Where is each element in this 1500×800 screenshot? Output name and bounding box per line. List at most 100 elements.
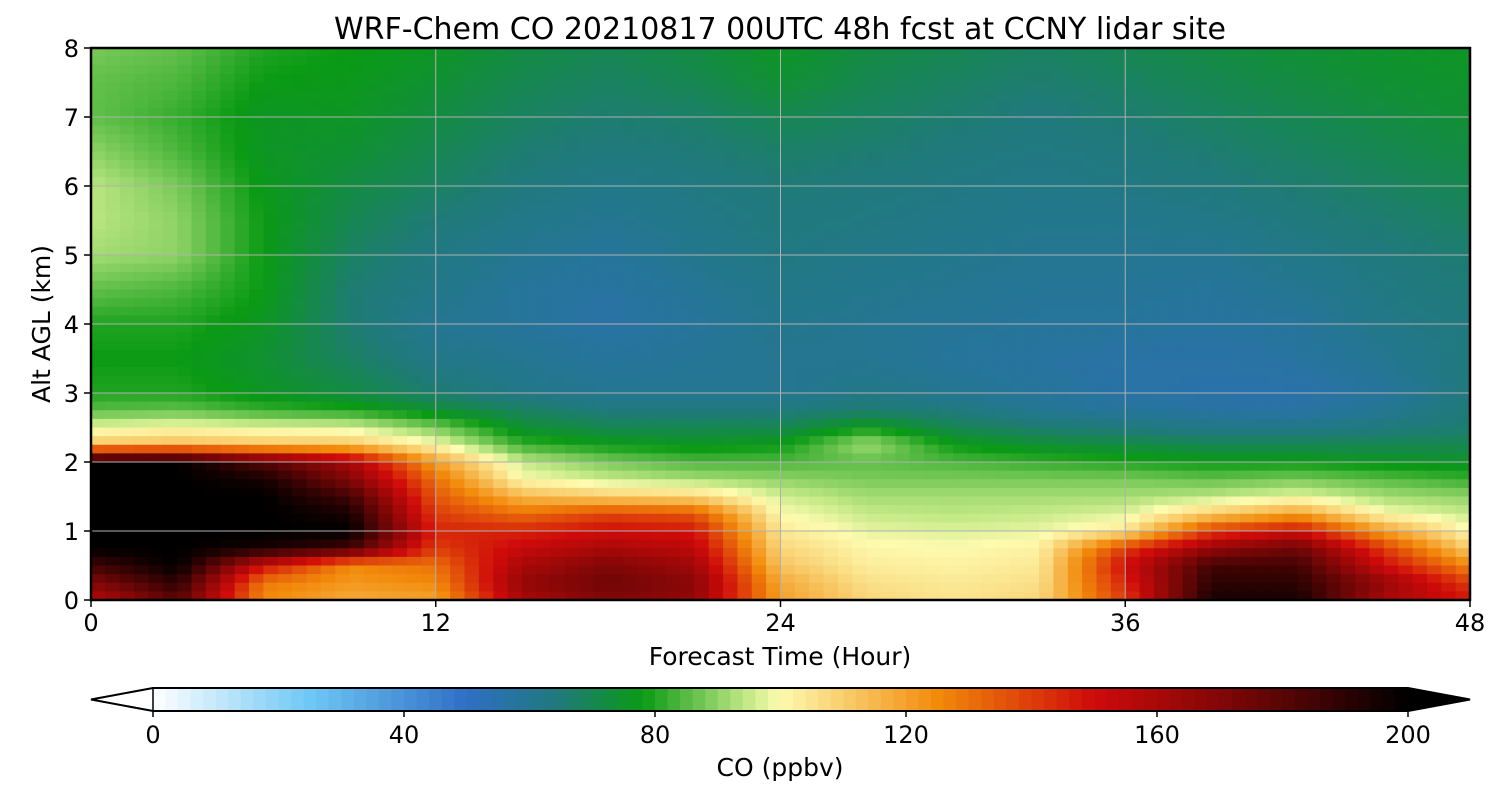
heatmap-cell [1168,436,1184,446]
heatmap-cell [881,203,897,213]
heatmap-cell [1455,280,1470,291]
heatmap-cell [995,117,1011,127]
heatmap-cell [780,367,796,377]
heatmap-cell [852,142,868,153]
heatmap-cell [1197,487,1213,498]
heatmap-cell [809,470,825,480]
heatmap-cell [392,272,408,282]
heatmap-cell [105,91,121,101]
heatmap-cell [1369,82,1385,92]
heatmap-cell [162,401,178,411]
heatmap-cell [895,298,911,308]
heatmap-cell [249,453,264,463]
heatmap-cell [1254,487,1270,498]
heatmap-cell [119,142,135,153]
heatmap-cell [780,91,796,101]
heatmap-cell [967,91,983,101]
heatmap-cell [679,306,695,316]
heatmap-cell [1010,427,1026,437]
heatmap-cell [521,151,537,161]
heatmap-cell [292,186,308,196]
heatmap-cell [1082,444,1098,454]
heatmap-cell [723,211,738,222]
heatmap-cell [134,220,150,230]
heatmap-cell [622,151,638,161]
heatmap-cell [1096,194,1112,204]
heatmap-cell [349,401,365,411]
heatmap-cell [249,289,264,299]
heatmap-cell [1355,315,1371,325]
heatmap-cell [967,487,983,498]
heatmap-cell [1010,255,1026,265]
heatmap-cell [1383,220,1399,230]
heatmap-cell [234,229,250,239]
heatmap-cell [521,142,537,153]
heatmap-cell [780,332,796,342]
heatmap-cell [205,444,221,454]
heatmap-cell [1082,367,1098,377]
heatmap-cell [636,306,652,316]
heatmap-cell [1426,324,1442,334]
heatmap-cell [1455,125,1470,135]
heatmap-cell [1211,99,1227,109]
heatmap-cell [1197,427,1213,437]
heatmap-cell [938,125,954,135]
heatmap-cell [737,246,753,256]
heatmap-cell [220,263,236,273]
heatmap-cell [852,367,868,377]
heatmap-cell [1010,436,1026,446]
heatmap-cell [435,384,451,394]
heatmap-cell [1240,280,1256,291]
heatmap-cell [622,82,638,92]
heatmap-cell [1383,255,1399,265]
heatmap-cell [134,142,150,153]
heatmap-cell [1326,168,1342,178]
heatmap-cell [1125,367,1141,377]
heatmap-cell [335,73,351,84]
heatmap-cell [1412,436,1428,446]
heatmap-cell [1082,246,1098,256]
heatmap-cell [91,272,106,282]
heatmap-cell [1211,203,1227,213]
heatmap-cell [1067,470,1083,480]
heatmap-cell [636,186,652,196]
heatmap-cell [1182,358,1198,368]
heatmap-cell [493,263,509,273]
heatmap-cell [464,444,480,454]
heatmap-cell [1010,134,1026,144]
heatmap-cell [1283,168,1299,178]
heatmap-cell [148,220,164,230]
heatmap-cell [507,358,523,368]
heatmap-cell [1254,306,1270,316]
heatmap-cell [507,203,523,213]
heatmap-cell [349,393,365,403]
heatmap-cell [651,410,667,420]
heatmap-cell [1455,418,1470,429]
heatmap-cell [521,436,537,446]
heatmap-cell [507,453,523,463]
heatmap-cell [507,160,523,170]
heatmap-cell [1197,332,1213,342]
heatmap-cell [1211,444,1227,454]
heatmap-cell [234,375,250,385]
heatmap-cell [91,246,106,256]
heatmap-cell [493,65,509,75]
heatmap-cell [177,384,193,394]
heatmap-cell [493,375,509,385]
heatmap-cell [1110,324,1126,334]
heatmap-cell [1283,177,1299,187]
heatmap-cell [809,220,825,230]
heatmap-cell [177,117,193,127]
heatmap-cell [1125,393,1141,403]
heatmap-cell [708,186,724,196]
heatmap-cell [220,186,236,196]
heatmap-cell [1254,151,1270,161]
heatmap-cell [809,99,825,109]
heatmap-cell [407,142,422,153]
heatmap-cell [1426,401,1442,411]
heatmap-cell [895,393,911,403]
heatmap-cell [1211,73,1227,84]
heatmap-cell [435,367,451,377]
heatmap-cell [407,186,422,196]
heatmap-cell [665,82,681,92]
